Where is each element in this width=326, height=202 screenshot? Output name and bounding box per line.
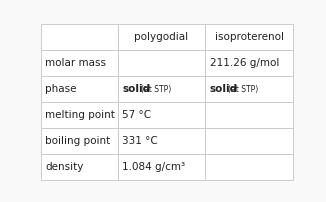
Text: 331 °C: 331 °C [122, 136, 158, 146]
Text: isoproterenol: isoproterenol [215, 32, 284, 42]
Text: (at STP): (at STP) [141, 85, 171, 94]
Text: (at STP): (at STP) [229, 85, 259, 94]
Text: phase: phase [45, 84, 77, 94]
Text: 1.084 g/cm³: 1.084 g/cm³ [122, 162, 185, 172]
Bar [118, 102, 205, 128]
Bar [205, 50, 293, 76]
Text: solid: solid [210, 84, 238, 94]
Bar [118, 50, 205, 76]
Bar [205, 102, 293, 128]
Text: 211.26 g/mol: 211.26 g/mol [210, 58, 279, 68]
Bar [118, 154, 205, 180]
Bar [118, 24, 205, 50]
Text: molar mass: molar mass [45, 58, 106, 68]
Bar [41, 76, 118, 102]
Bar [41, 154, 118, 180]
Bar [205, 24, 293, 50]
Text: density: density [45, 162, 84, 172]
Bar [205, 128, 293, 154]
Text: melting point: melting point [45, 110, 115, 120]
Bar [118, 76, 205, 102]
Bar [205, 76, 293, 102]
Bar [41, 102, 118, 128]
Text: boiling point: boiling point [45, 136, 111, 146]
Bar [205, 154, 293, 180]
Bar [118, 128, 205, 154]
Bar [41, 24, 118, 50]
Bar [41, 50, 118, 76]
Text: 57 °C: 57 °C [122, 110, 152, 120]
Text: polygodial: polygodial [134, 32, 188, 42]
Text: solid: solid [122, 84, 151, 94]
Bar [41, 128, 118, 154]
